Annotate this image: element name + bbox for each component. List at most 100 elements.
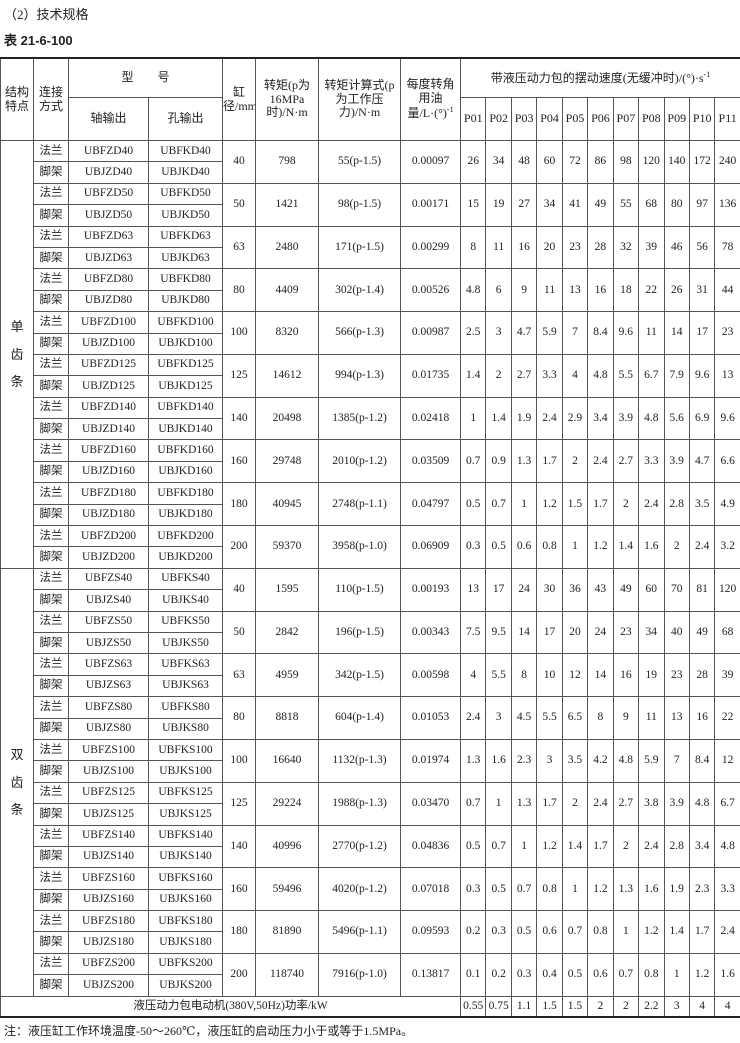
oil-cell: 0.00097 (400, 140, 462, 184)
connection-type: 脚架 (33, 589, 69, 612)
torque-formula-cell: 5496(p-1.1) (318, 910, 402, 954)
torque-formula-cell: 110(p-1.5) (318, 567, 402, 612)
model-hole-output: UBJKD125 (147, 375, 224, 398)
speed-cell-p01: 0.7 (460, 439, 487, 484)
connection-type: 法兰 (33, 525, 69, 548)
connection-type: 法兰 (33, 653, 69, 676)
structure-label-text: 单齿条 (10, 319, 24, 390)
speed-cell-p06: 16 (587, 268, 614, 313)
torque-formula-cell: 4020(p-1.2) (318, 867, 402, 912)
table-row: 法兰 UBFZD50 UBFKD50 50 1421 98(p-1.5) 0.00171 15… (1, 182, 740, 227)
header-pack-p04: P04 (536, 97, 563, 141)
speed-cell-p09: 3.9 (663, 781, 690, 826)
table-row: 脚架 UBJZD125 UBJKD125 (1, 375, 740, 398)
bore-cell: 160 (222, 439, 257, 484)
torque-cell: 4409 (255, 268, 320, 313)
speed-cell-p09: 13 (663, 696, 690, 740)
model-shaft-output: UBJZD50 (68, 204, 149, 227)
speed-cell-p07: 5.5 (612, 353, 640, 398)
header-swing-speed: 带液压动力包的摆动速度(无缓冲时)/(°)·s-1 (460, 57, 740, 98)
speed-cell-p08: 2.4 (638, 824, 665, 869)
header-pack-p08: P08 (638, 97, 665, 141)
speed-cell-p01: 1.4 (460, 353, 487, 398)
model-hole-output: UBFKS140 (147, 824, 224, 847)
speed-cell-p10: 1.2 (688, 952, 716, 997)
table-row: 脚架 UBJZD140 UBJKD140 (1, 418, 740, 441)
oil-cell: 0.01974 (400, 738, 462, 783)
speed-cell-p01: 7.5 (460, 610, 487, 655)
model-hole-output: UBJKD140 (147, 418, 224, 441)
torque-cell: 59496 (255, 867, 320, 912)
speed-cell-p10: 6.9 (688, 396, 716, 441)
power-cell-p02: 0.75 (485, 995, 512, 1018)
model-hole-output: UBJKD80 (147, 289, 224, 313)
speed-cell-p11: 120 (714, 567, 740, 612)
speed-cell-p04: 3 (536, 738, 563, 783)
torque-formula-cell: 994(p-1.3) (318, 353, 402, 398)
table-row: 脚架 UBJZS80 UBJKS80 (1, 717, 740, 740)
model-hole-output: UBJKD160 (147, 460, 224, 484)
speed-cell-p09: 2.8 (663, 824, 690, 869)
speed-cell-p01: 1.3 (460, 738, 487, 783)
connection-type: 法兰 (33, 910, 69, 933)
table-row: 脚架 UBJZS100 UBJKS100 (1, 760, 740, 783)
torque-cell: 2480 (255, 225, 320, 270)
speed-cell-p11: 6.7 (714, 781, 740, 826)
bore-cell: 125 (222, 353, 257, 398)
speed-cell-p04: 3.3 (536, 353, 563, 398)
speed-cell-p06: 14 (587, 653, 614, 698)
model-shaft-output: UBJZS125 (68, 803, 149, 826)
header-pack-p05: P05 (561, 97, 589, 141)
speed-cell-p08: 1.6 (638, 525, 665, 569)
speed-cell-p02: 0.9 (485, 439, 512, 484)
model-hole-output: UBJKS180 (147, 931, 224, 954)
speed-cell-p08: 4.8 (638, 396, 665, 441)
speed-cell-p05: 23 (561, 225, 589, 270)
table-row: 法兰 UBFZS140 UBFKS140 140 40996 2770(p-1.2) 0.0… (1, 824, 740, 869)
speed-cell-p01: 2.4 (460, 696, 487, 740)
model-shaft-output: UBFZS180 (68, 910, 149, 933)
model-shaft-output: UBJZS100 (68, 760, 149, 783)
model-hole-output: UBFKS200 (147, 952, 224, 976)
speed-cell-p11: 22 (714, 696, 740, 740)
speed-cell-p03: 8 (510, 653, 538, 698)
model-hole-output: UBFKS50 (147, 610, 224, 633)
speed-cell-p08: 0.8 (638, 952, 665, 997)
speed-cell-p01: 2.5 (460, 311, 487, 355)
torque-formula-cell: 302(p-1.4) (318, 268, 402, 313)
header-swing-speed-sup: -1 (703, 70, 711, 80)
speed-cell-p01: 0.1 (460, 952, 487, 997)
connection-type: 法兰 (33, 311, 69, 334)
oil-cell: 0.00193 (400, 567, 462, 612)
speed-cell-p11: 44 (714, 268, 740, 313)
speed-cell-p08: 11 (638, 311, 665, 355)
speed-cell-p07: 1 (612, 910, 640, 954)
header-pack-p03: P03 (510, 97, 538, 141)
speed-cell-p07: 16 (612, 653, 640, 698)
oil-cell: 0.04797 (400, 482, 462, 527)
connection-type: 脚架 (33, 204, 69, 227)
connection-type: 脚架 (33, 845, 69, 869)
torque-formula-cell: 1385(p-1.2) (318, 396, 402, 441)
speed-cell-p08: 11 (638, 696, 665, 740)
model-hole-output: UBJKS125 (147, 803, 224, 826)
speed-cell-p05: 0.7 (561, 910, 589, 954)
speed-cell-p03: 2.3 (510, 738, 538, 783)
connection-type: 脚架 (33, 332, 69, 355)
torque-formula-cell: 342(p-1.5) (318, 653, 402, 698)
speed-cell-p11: 23 (714, 311, 740, 355)
model-hole-output: UBFKD140 (147, 396, 224, 420)
model-hole-output: UBJKS40 (147, 589, 224, 612)
speed-cell-p10: 1.7 (688, 910, 716, 954)
speed-cell-p04: 30 (536, 567, 563, 612)
speed-cell-p03: 1.9 (510, 396, 538, 441)
speed-cell-p02: 0.5 (485, 867, 512, 912)
model-shaft-output: UBJZD160 (68, 460, 149, 484)
header-model: 型 号 (67, 57, 224, 98)
speed-cell-p02: 1.6 (485, 738, 512, 783)
speed-cell-p03: 0.3 (510, 952, 538, 997)
model-shaft-output: UBJZS200 (68, 974, 149, 997)
table-row: 脚架 UBJZD100 UBJKD100 (1, 332, 740, 355)
speed-cell-p10: 3.5 (688, 482, 716, 527)
connection-type: 脚架 (33, 760, 69, 783)
